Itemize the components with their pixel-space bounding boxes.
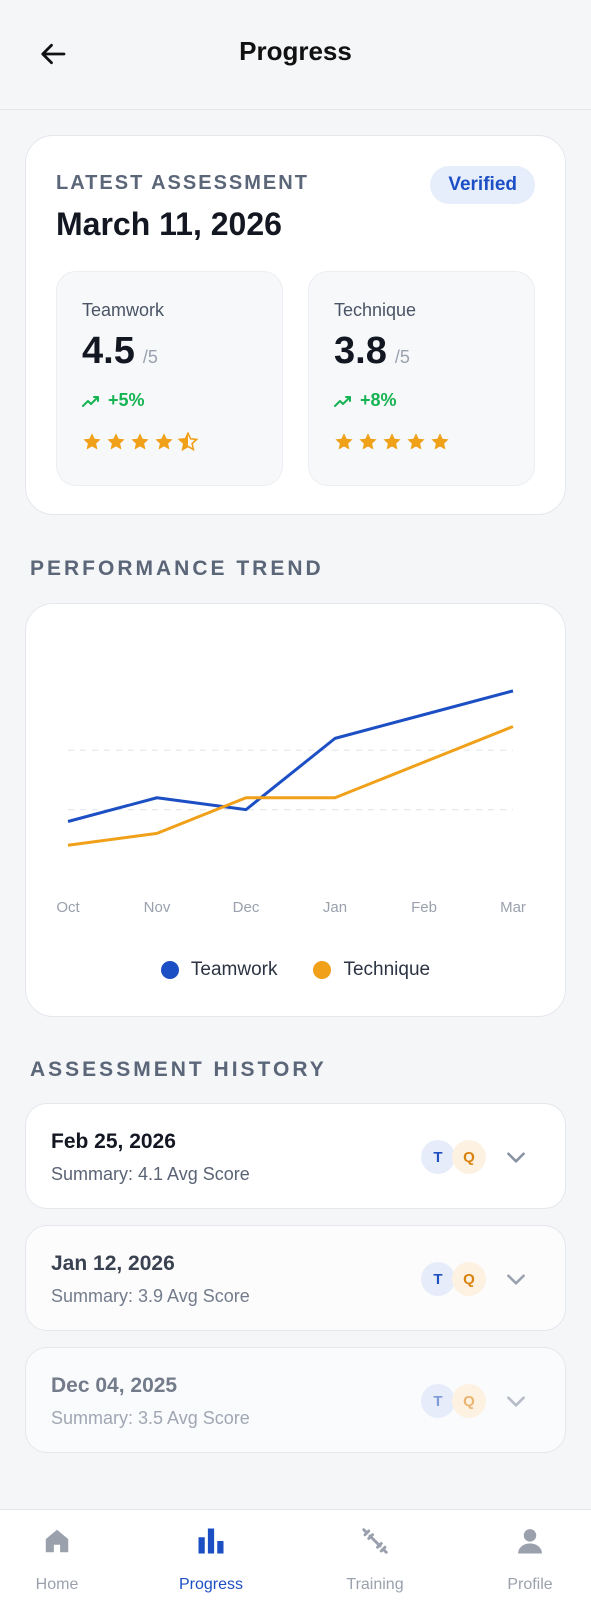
score-max: /5	[394, 347, 410, 367]
x-tick-label: Nov	[144, 899, 171, 916]
score-max: /5	[142, 347, 158, 367]
tab-label: Progress	[178, 1576, 244, 1593]
metric-change: +5%	[82, 390, 145, 411]
latest-assessment-card: LATEST ASSESSMENT March 11, 2026 Verifie…	[25, 135, 566, 515]
star-full-icon	[335, 433, 353, 450]
star-full-icon	[407, 433, 425, 450]
tab-training[interactable]: Training	[315, 1510, 435, 1600]
x-tick-label: Mar	[500, 899, 526, 916]
x-tick-label: Dec	[233, 899, 260, 916]
history-summary: Summary: 3.5 Avg Score	[51, 1408, 250, 1428]
x-tick-label: Jan	[323, 899, 347, 916]
metric-change-value: +8%	[360, 390, 397, 410]
score-value: 4.5	[82, 330, 135, 372]
top-app-bar: Progress	[0, 0, 591, 110]
bar-chart-icon	[198, 1528, 224, 1554]
star-full-icon	[431, 433, 449, 450]
latest-assessment-date: March 11, 2026	[56, 206, 282, 242]
history-badges: T Q	[421, 1262, 486, 1296]
trending-up-icon	[82, 395, 99, 407]
history-item[interactable]: Feb 25, 2026 Summary: 4.1 Avg Score T Q	[25, 1103, 566, 1209]
star-half-icon	[178, 432, 198, 452]
assessment-history-title: ASSESSMENT HISTORY	[30, 1058, 327, 1081]
x-tick-label: Feb	[411, 899, 437, 916]
teamwork-badge: T	[421, 1384, 455, 1418]
history-badges: T Q	[421, 1384, 486, 1418]
history-date: Dec 04, 2025	[51, 1374, 178, 1397]
metric-change: +8%	[334, 390, 397, 411]
legend-item-technique: Technique	[313, 959, 430, 981]
star-full-icon	[131, 433, 149, 450]
history-badges: T Q	[421, 1140, 486, 1174]
performance-trend-title: PERFORMANCE TREND	[30, 557, 324, 580]
dumbbell-icon	[362, 1528, 388, 1554]
verified-badge: Verified	[430, 166, 535, 204]
line-chart: Oct Nov Dec Jan Feb Mar	[56, 689, 526, 916]
history-summary: Summary: 4.1 Avg Score	[51, 1164, 250, 1184]
series-line-teamwork	[67, 689, 514, 823]
teamwork-badge: T	[421, 1140, 455, 1174]
tab-label: Training	[346, 1576, 404, 1593]
legend-label: Technique	[343, 959, 431, 980]
score-value: 3.8	[334, 330, 387, 372]
series-line-technique	[67, 725, 514, 847]
metric-name: Teamwork	[82, 300, 165, 320]
back-button[interactable]	[36, 36, 72, 72]
star-full-icon	[155, 433, 173, 450]
trending-up-icon	[334, 395, 351, 407]
history-summary: Summary: 3.9 Avg Score	[51, 1286, 250, 1306]
technique-badge: Q	[452, 1384, 486, 1418]
tab-home[interactable]: Home	[0, 1510, 117, 1600]
star-full-icon	[359, 433, 377, 450]
bottom-tab-bar: Home Progress Training Profile	[0, 1509, 591, 1600]
teamwork-metric-card: Teamwork 4.5 /5 +5%	[56, 271, 283, 486]
tab-progress[interactable]: Progress	[151, 1510, 271, 1600]
person-icon	[518, 1529, 542, 1554]
x-tick-label: Oct	[56, 899, 80, 916]
legend-label: Teamwork	[190, 959, 278, 980]
star-full-icon	[383, 433, 401, 450]
star-rating	[82, 432, 202, 452]
page-title: Progress	[239, 36, 352, 66]
metric-score: 3.8 /5	[334, 330, 410, 373]
tab-label: Profile	[507, 1576, 553, 1593]
chart-legend: Teamwork Technique	[26, 959, 565, 981]
arrow-left-icon	[41, 43, 66, 65]
metric-score: 4.5 /5	[82, 330, 158, 373]
history-date: Feb 25, 2026	[51, 1130, 176, 1153]
star-full-icon	[107, 433, 125, 450]
performance-trend-chart: Oct Nov Dec Jan Feb Mar Teamwork Technique	[25, 603, 566, 1017]
latest-assessment-label: LATEST ASSESSMENT	[56, 172, 309, 194]
metric-change-value: +5%	[108, 390, 145, 410]
technique-badge: Q	[452, 1262, 486, 1296]
tab-label: Home	[35, 1576, 79, 1593]
technique-metric-card: Technique 3.8 /5 +8%	[308, 271, 535, 486]
tab-profile[interactable]: Profile	[470, 1510, 590, 1600]
legend-item-teamwork: Teamwork	[160, 959, 278, 981]
home-icon	[45, 1529, 69, 1553]
history-date: Jan 12, 2026	[51, 1252, 175, 1275]
chevron-down-icon[interactable]	[503, 1388, 529, 1414]
metric-name: Technique	[334, 300, 417, 320]
star-rating	[334, 432, 454, 452]
history-item[interactable]: Jan 12, 2026 Summary: 3.9 Avg Score T Q	[25, 1225, 566, 1331]
chevron-down-icon[interactable]	[503, 1266, 529, 1292]
technique-badge: Q	[452, 1140, 486, 1174]
legend-dot-technique	[313, 961, 332, 979]
history-item[interactable]: Dec 04, 2025 Summary: 3.5 Avg Score T Q	[25, 1347, 566, 1453]
legend-dot-teamwork	[160, 961, 179, 979]
chevron-down-icon[interactable]	[503, 1144, 529, 1170]
teamwork-badge: T	[421, 1262, 455, 1296]
star-full-icon	[83, 433, 101, 450]
